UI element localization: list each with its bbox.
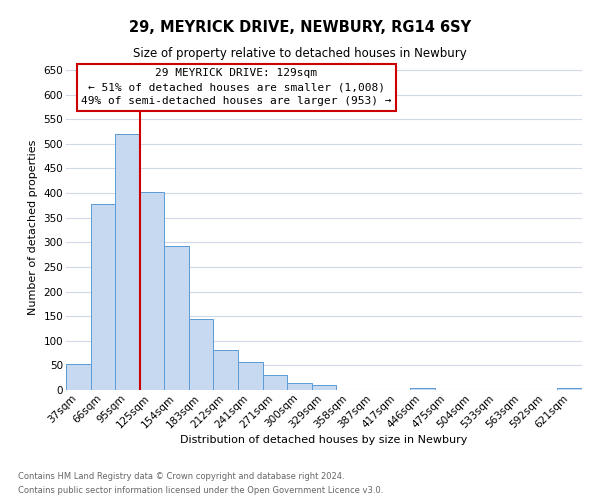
Bar — [263, 375, 287, 390]
Y-axis label: Number of detached properties: Number of detached properties — [28, 140, 38, 315]
Bar — [91, 204, 115, 390]
Bar — [287, 383, 312, 390]
Text: 29 MEYRICK DRIVE: 129sqm
← 51% of detached houses are smaller (1,008)
49% of sem: 29 MEYRICK DRIVE: 129sqm ← 51% of detach… — [81, 68, 392, 106]
Bar — [312, 385, 336, 390]
X-axis label: Distribution of detached houses by size in Newbury: Distribution of detached houses by size … — [181, 435, 467, 445]
Bar — [214, 350, 238, 390]
Bar — [410, 388, 434, 390]
Bar — [66, 364, 91, 390]
Bar — [238, 362, 263, 390]
Text: Contains public sector information licensed under the Open Government Licence v3: Contains public sector information licen… — [18, 486, 383, 495]
Bar — [557, 388, 582, 390]
Text: Contains HM Land Registry data © Crown copyright and database right 2024.: Contains HM Land Registry data © Crown c… — [18, 472, 344, 481]
Bar — [140, 192, 164, 390]
Text: 29, MEYRICK DRIVE, NEWBURY, RG14 6SY: 29, MEYRICK DRIVE, NEWBURY, RG14 6SY — [129, 20, 471, 35]
Bar — [189, 318, 214, 390]
Text: Size of property relative to detached houses in Newbury: Size of property relative to detached ho… — [133, 48, 467, 60]
Bar — [115, 134, 140, 390]
Bar — [164, 246, 189, 390]
